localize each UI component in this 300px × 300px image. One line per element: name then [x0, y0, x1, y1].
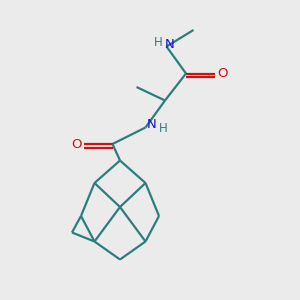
Text: N: N	[147, 118, 156, 131]
Text: O: O	[71, 137, 82, 151]
Text: H: H	[154, 36, 163, 50]
Text: N: N	[165, 38, 175, 52]
Text: O: O	[217, 67, 227, 80]
Text: H: H	[159, 122, 168, 136]
